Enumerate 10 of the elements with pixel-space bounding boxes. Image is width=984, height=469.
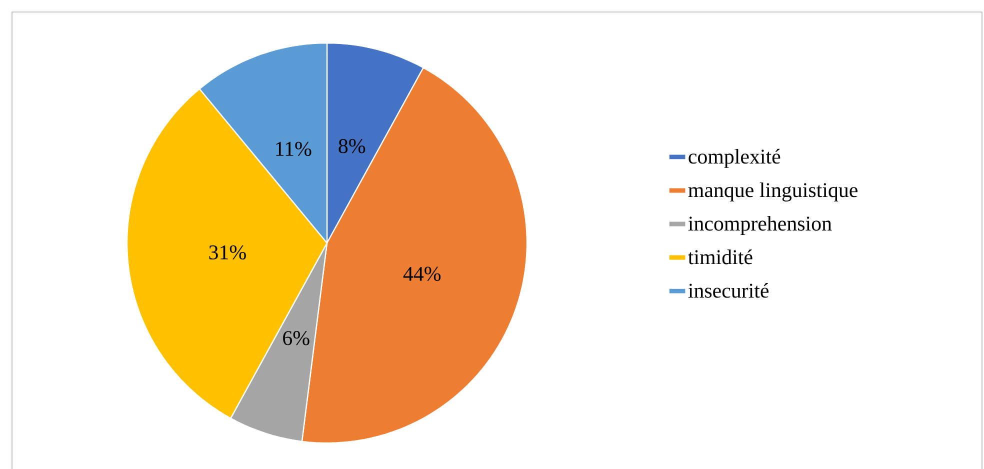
legend-label: timidité [688, 249, 752, 264]
legend-label: incomprehension [688, 216, 832, 235]
legend-label: complexité [688, 148, 780, 168]
data-label: 44% [403, 266, 441, 281]
data-label: 6% [283, 330, 310, 346]
legend-label: insecurité [688, 282, 769, 298]
data-label: 8% [338, 138, 366, 154]
data-label: 31% [209, 245, 246, 260]
legend-label: manque linguistique [688, 182, 858, 202]
data-label: 11% [276, 142, 312, 156]
